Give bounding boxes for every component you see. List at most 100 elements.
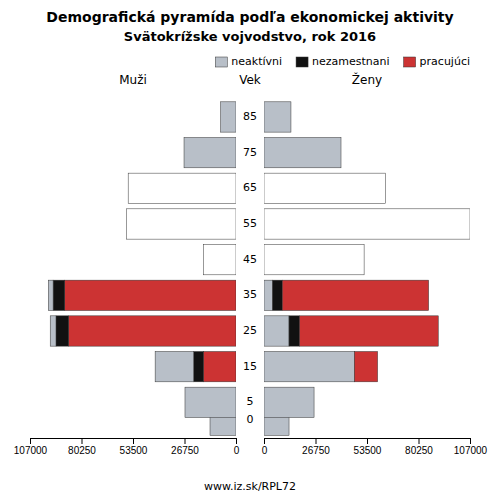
tick-mark [30,438,31,444]
tick-mark [82,438,83,444]
bar [185,387,236,417]
tick-mark [367,438,368,444]
category-label: 35 [243,288,257,301]
tick-mark [470,438,471,444]
bar [264,352,354,382]
bar [128,173,236,203]
tick-mark [185,438,186,444]
bar [155,352,194,382]
legend: neaktívni nezamestnani pracujúci [215,55,470,68]
x-axis: 107000 80250 53500 26750 0 [14,438,240,456]
annotation: www.iz.sk/RPL72 [204,480,296,493]
bar [264,173,385,203]
legend-label: neaktívni [231,55,282,68]
bar [290,102,291,132]
category-label: 45 [243,253,257,266]
bar [364,244,365,274]
bar [289,405,290,435]
legend-item: pracujúci [404,55,470,68]
tick: 80250 [68,438,96,456]
tick-mark [236,438,237,444]
bar [264,209,470,239]
bar [69,316,236,346]
bars [264,102,470,436]
bar [364,244,365,274]
axis-line [31,439,237,445]
tick: 80250 [405,438,433,456]
category-label: 55 [243,217,257,230]
legend-label: pracujúci [420,55,470,68]
bar [290,102,291,132]
bar [341,137,342,167]
bar [264,387,314,417]
bar [221,102,236,132]
legend-swatch [404,57,416,67]
bar [126,209,236,239]
tick-label: 0 [262,445,268,456]
category-label: 25 [243,324,257,337]
bar [65,280,236,310]
panel-header: Ženy [352,72,382,87]
bar [314,387,315,417]
tick-label: 80250 [405,445,433,456]
tick-mark [419,438,420,444]
bar [48,280,53,310]
category-label: 5 [247,395,254,408]
axis-title: Vek [239,73,261,87]
bar [50,316,56,346]
chart: 1070008025053500267500MužiVek05152535455… [0,0,500,500]
bar [264,102,291,132]
tick-mark [316,438,317,444]
tick: 0 [262,438,268,456]
tick-label: 26750 [302,445,330,456]
legend-swatch [296,57,308,67]
tick-mark [264,438,265,444]
bar [282,280,428,310]
bar [289,316,300,346]
bar [203,244,236,274]
legend-item: neaktívni [215,55,282,68]
legend-swatch [215,57,227,67]
tick-label: 53500 [120,445,148,456]
bar [341,137,342,167]
axis-line [265,439,471,445]
category-label: 15 [243,360,257,373]
title: Demografická pyramída podľa ekonomickej … [46,9,453,25]
bar [264,137,341,167]
bar [289,405,290,435]
bar [53,280,65,310]
category-label: 65 [243,181,257,194]
subtitle: Svätokrížske vojvodstvo, rok 2016 [124,29,376,44]
bar [264,244,364,274]
category-label: 0 [247,413,254,426]
category-label: 85 [243,110,257,123]
tick-label: 80250 [68,445,96,456]
bar [470,209,471,239]
tick-label: 107000 [454,445,488,456]
bar [194,352,204,382]
bar [314,387,315,417]
bar [354,352,377,382]
legend-item: nezamestnani [296,55,390,68]
tick: 0 [234,438,240,456]
tick: 107000 [14,438,48,456]
tick: 53500 [354,438,382,456]
bar [385,173,386,203]
bar [264,316,289,346]
tick: 26750 [171,438,199,456]
bar [470,209,471,239]
tick-label: 53500 [354,445,382,456]
bar [203,352,236,382]
bar [300,316,439,346]
bar [56,316,69,346]
category-label: 75 [243,146,257,159]
bar [184,137,236,167]
bar [385,173,386,203]
tick: 53500 [120,438,148,456]
bar [273,280,283,310]
tick-label: 26750 [171,445,199,456]
legend-label: nezamestnani [312,55,390,68]
tick: 26750 [302,438,330,456]
bars [48,102,236,436]
tick-label: 0 [234,445,240,456]
